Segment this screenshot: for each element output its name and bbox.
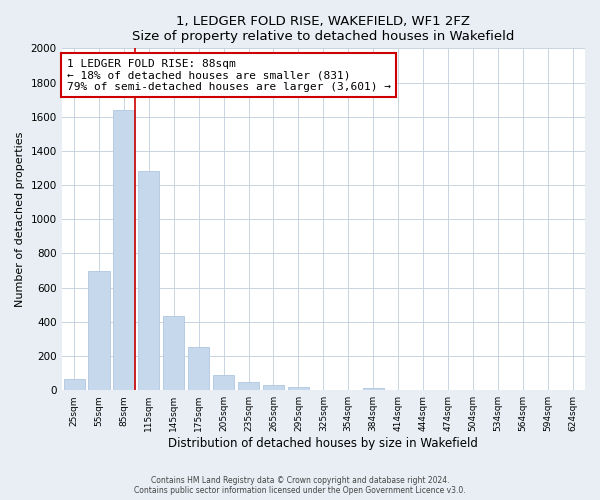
Text: 1 LEDGER FOLD RISE: 88sqm
← 18% of detached houses are smaller (831)
79% of semi: 1 LEDGER FOLD RISE: 88sqm ← 18% of detac…	[67, 58, 391, 92]
Bar	[263, 385, 284, 390]
Bar	[238, 382, 259, 390]
Bar	[163, 316, 184, 390]
Bar	[362, 388, 384, 390]
Bar	[64, 379, 85, 390]
X-axis label: Distribution of detached houses by size in Wakefield: Distribution of detached houses by size …	[169, 437, 478, 450]
Bar	[288, 387, 309, 390]
Bar	[138, 172, 160, 390]
Bar	[88, 270, 110, 390]
Y-axis label: Number of detached properties: Number of detached properties	[15, 132, 25, 307]
Title: 1, LEDGER FOLD RISE, WAKEFIELD, WF1 2FZ
Size of property relative to detached ho: 1, LEDGER FOLD RISE, WAKEFIELD, WF1 2FZ …	[132, 15, 515, 43]
Bar	[188, 348, 209, 390]
Bar	[113, 110, 134, 390]
Text: Contains HM Land Registry data © Crown copyright and database right 2024.
Contai: Contains HM Land Registry data © Crown c…	[134, 476, 466, 495]
Bar	[213, 375, 234, 390]
